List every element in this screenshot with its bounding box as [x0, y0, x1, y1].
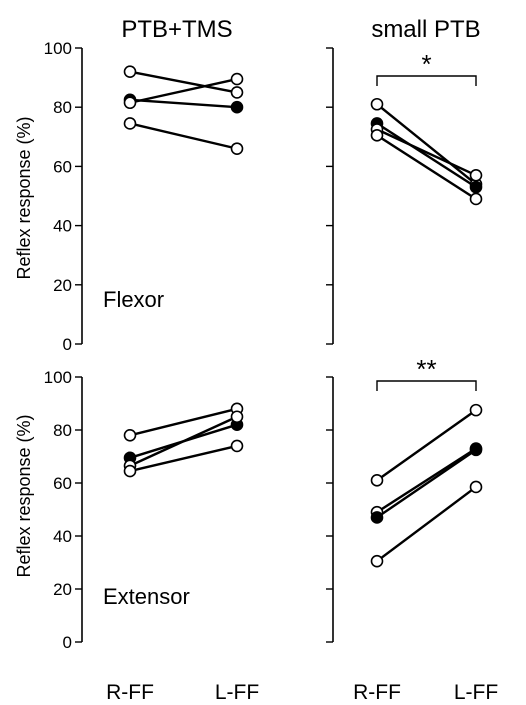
panel-2-series-4-line [376, 134, 477, 200]
panel-4-series-1-line [376, 409, 477, 482]
panel-4-series-4-point-l-ff [469, 480, 483, 494]
panel-3-series-3-line [129, 415, 238, 467]
panel-1-tick-label-100: 100 [44, 39, 72, 58]
panel-1-tick-label-80: 80 [53, 98, 72, 117]
panel-3-tick-label-100: 100 [44, 368, 72, 387]
y-axis-label-bottom: Reflex response (%) [14, 414, 34, 577]
panel-2-significance-marker: * [421, 49, 431, 79]
panel-1-tick-label-0: 0 [63, 335, 72, 354]
panel-1-series-3-line [129, 77, 238, 104]
panel-3-series-4-line [129, 444, 238, 473]
panel-2-series-2-line [376, 122, 477, 189]
panel-1-series-4-point-r-ff [123, 117, 137, 130]
panel-3-series-3-point-l-ff [230, 410, 244, 424]
column-title-small-ptb: small PTB [371, 16, 480, 43]
row-label-flexor: Flexor [103, 287, 164, 312]
x-tick-right-r-ff: R-FF [353, 681, 401, 704]
panel-4-series-1-point-l-ff [469, 403, 483, 417]
panel-4-series-3-line [376, 448, 477, 519]
panel-1-series-1-point-r-ff [123, 65, 137, 78]
panel-2-series-1-line [376, 103, 477, 186]
x-tick-right-l-ff: L-FF [454, 681, 498, 704]
panel-1-series-4-line [129, 122, 238, 150]
panel-3-series-4-point-l-ff [230, 439, 244, 453]
panel-3-tick-label-80: 80 [53, 421, 72, 440]
panel-4-significance-marker: ** [416, 354, 436, 384]
panel-3-series-4-point-r-ff [123, 464, 137, 478]
panel-4-series-3-point-r-ff [370, 511, 384, 524]
panel-2-series-3-point-l-ff [469, 168, 483, 182]
panel-3-tick-label-60: 60 [53, 474, 72, 493]
panel-2-series-3-line [376, 128, 477, 177]
panel-4-series-2-line [376, 447, 477, 514]
panel-3-tick-label-40: 40 [53, 527, 72, 546]
column-title-ptb-tms: PTB+TMS [121, 16, 232, 43]
panel-2-series-4-point-l-ff [469, 192, 483, 206]
panel-1-series-3-point-r-ff [123, 96, 137, 110]
panel-2-series-4-point-r-ff [370, 129, 384, 142]
x-tick-left-r-ff: R-FF [106, 681, 154, 704]
panel-2-significance-bracket [376, 75, 477, 86]
panel-1-series-1-point-l-ff [230, 86, 244, 99]
panel-1-series-4-point-l-ff [230, 142, 244, 155]
panel-4-series-3-point-l-ff [469, 443, 483, 457]
panel-1-series-2-point-l-ff [230, 100, 244, 114]
panel-3-series-1-point-r-ff [123, 428, 137, 442]
panel-4-series-1-point-r-ff [370, 474, 384, 487]
panel-2-series-1-point-r-ff [370, 97, 384, 111]
panel-4-series-4-line [376, 486, 477, 563]
y-axis-label-top: Reflex response (%) [14, 116, 34, 279]
panel-1-tick-label-40: 40 [53, 217, 72, 236]
panel-3-tick-label-20: 20 [53, 580, 72, 599]
x-tick-left-l-ff: L-FF [215, 681, 259, 704]
panel-3-series-1-line [129, 407, 238, 437]
panel-1-series-2-line [129, 98, 238, 109]
panel-1-tick-label-60: 60 [53, 157, 72, 176]
panel-4-series-4-point-r-ff [370, 554, 384, 568]
panel-3-tick-label-0: 0 [63, 633, 72, 652]
panel-1-tick-label-20: 20 [53, 276, 72, 295]
panel-4-significance-bracket [376, 380, 477, 391]
panel-1-series-1-line [129, 70, 238, 94]
row-label-extensor: Extensor [103, 584, 190, 609]
panel-1-series-3-point-l-ff [230, 72, 244, 86]
panel-2-series-2-point-l-ff [469, 180, 483, 194]
panels-layer: 0 20 40 60 80 100 * 0 20 40 60 80 100 ** [44, 39, 483, 652]
